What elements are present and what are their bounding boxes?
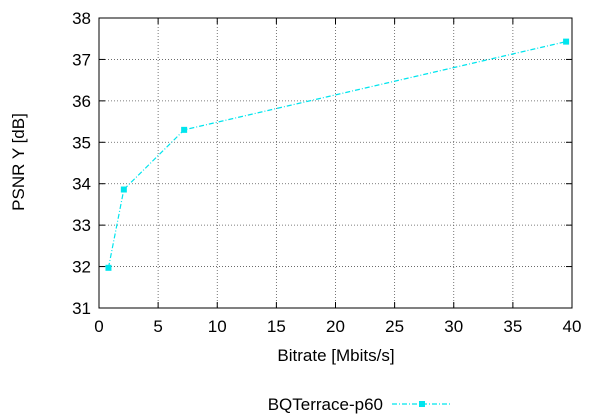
y-axis-label: PSNR Y [dB] xyxy=(9,113,28,211)
axes: 0 5 10 15 20 25 30 35 40 31 32 33 34 35 36 37 38 xyxy=(72,9,581,336)
x-tick-label: 30 xyxy=(444,317,463,336)
y-tick-label: 31 xyxy=(72,299,91,318)
data-point xyxy=(120,186,127,193)
data-point xyxy=(105,264,112,271)
y-tick-label: 37 xyxy=(72,50,91,69)
grid xyxy=(99,18,572,308)
data-point xyxy=(181,126,188,133)
plot-frame xyxy=(98,17,573,309)
x-tick-label: 5 xyxy=(153,317,162,336)
y-tick-label: 36 xyxy=(72,92,91,111)
legend-marker xyxy=(419,401,425,407)
legend-label: BQTerrace-p60 xyxy=(268,395,383,414)
x-tick-label: 35 xyxy=(503,317,522,336)
x-tick-label: 0 xyxy=(94,317,103,336)
legend: BQTerrace-p60 xyxy=(268,395,452,414)
y-tick-label: 35 xyxy=(72,133,91,152)
x-tick-label: 10 xyxy=(208,317,227,336)
series-layer xyxy=(105,38,570,271)
series-line xyxy=(107,41,567,268)
x-tick-label: 25 xyxy=(385,317,404,336)
data-point xyxy=(563,38,570,45)
y-tick-label: 34 xyxy=(72,175,91,194)
x-tick-label: 15 xyxy=(267,317,286,336)
y-tick-label: 33 xyxy=(72,216,91,235)
x-tick-label: 20 xyxy=(326,317,345,336)
y-tick-label: 32 xyxy=(72,258,91,277)
x-axis-label: Bitrate [Mbits/s] xyxy=(277,346,394,365)
x-tick-label: 40 xyxy=(563,317,582,336)
y-tick-label: 38 xyxy=(72,9,91,28)
